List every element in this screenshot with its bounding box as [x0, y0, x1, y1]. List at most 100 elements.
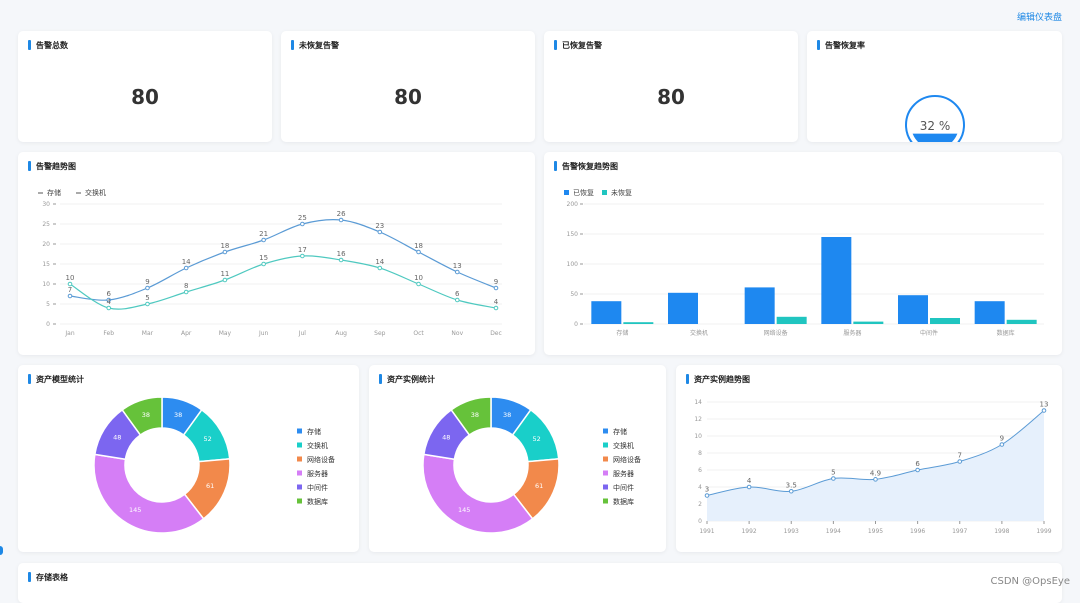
- x-tick-label: Apr: [181, 330, 192, 337]
- x-tick-label: 1991: [699, 528, 714, 535]
- data-label: 3: [705, 486, 709, 494]
- y-tick-label: 8: [698, 450, 702, 457]
- data-point: [339, 258, 343, 262]
- data-label: 23: [375, 222, 384, 230]
- x-tick-label: 服务器: [843, 329, 861, 337]
- legend-label: 交换机: [85, 188, 106, 197]
- edit-dashboard-link[interactable]: 编辑仪表盘: [1017, 10, 1062, 23]
- data-point: [747, 485, 751, 489]
- y-tick-label: 12: [694, 416, 702, 423]
- slice-label: 38: [174, 411, 182, 419]
- legend-swatch: [603, 485, 608, 490]
- x-tick-label: 存储: [616, 329, 628, 337]
- data-point: [455, 298, 459, 302]
- legend-swatch: [297, 499, 302, 504]
- x-tick-label: May: [219, 330, 232, 337]
- legend-swatch: [297, 429, 302, 434]
- bar: [821, 237, 851, 324]
- slice-label: 52: [203, 435, 211, 443]
- slice-label: 38: [471, 411, 479, 419]
- data-point: [494, 306, 498, 310]
- data-label: 4: [494, 298, 499, 306]
- bar: [853, 322, 883, 324]
- legend-swatch: [297, 471, 302, 476]
- x-tick-label: Dec: [490, 330, 502, 337]
- data-point: [705, 494, 709, 498]
- x-tick-label: 交换机: [690, 329, 708, 337]
- data-label: 21: [259, 230, 268, 238]
- y-tick-label: 2: [698, 501, 702, 508]
- y-tick-label: 10: [42, 281, 50, 288]
- x-tick-label: Jun: [258, 330, 269, 337]
- legend-label: 未恢复: [611, 188, 632, 197]
- legend-swatch: [603, 429, 608, 434]
- legend-swatch: [602, 190, 607, 195]
- slice-label: 61: [206, 482, 214, 490]
- data-point: [832, 477, 836, 481]
- data-point: [916, 468, 920, 472]
- y-tick-label: 0: [574, 321, 578, 328]
- data-label: 8: [184, 282, 188, 290]
- card-title: 存储表格: [28, 572, 68, 583]
- series-line: [70, 220, 496, 301]
- y-tick-label: 50: [570, 291, 578, 298]
- data-label: 18: [414, 242, 423, 250]
- legend-swatch: [297, 485, 302, 490]
- data-label: 13: [1040, 401, 1049, 409]
- data-label: 11: [220, 270, 229, 278]
- data-point: [455, 270, 459, 274]
- x-tick-label: 中间件: [920, 329, 938, 337]
- data-point: [146, 302, 150, 306]
- data-point: [223, 278, 227, 282]
- x-tick-label: Jan: [64, 330, 74, 337]
- stat-card-recovery-rate: 告警恢复率 32 %: [807, 31, 1062, 142]
- legend-swatch: [603, 471, 608, 476]
- x-tick-label: Aug: [335, 330, 347, 337]
- legend-label: 服务器: [307, 469, 328, 478]
- x-tick-label: Feb: [103, 330, 114, 337]
- bar: [930, 318, 960, 324]
- data-label: 9: [494, 278, 498, 286]
- y-tick-label: 150: [567, 231, 579, 238]
- y-tick-label: 200: [567, 201, 579, 208]
- legend-label: 数据库: [307, 497, 328, 506]
- x-tick-label: 1992: [741, 528, 756, 535]
- data-label: 10: [66, 274, 75, 282]
- bar: [745, 287, 775, 324]
- x-tick-label: 1993: [784, 528, 799, 535]
- bar: [975, 301, 1005, 324]
- data-label: 7: [68, 286, 72, 294]
- data-label: 4: [106, 298, 111, 306]
- data-point: [262, 238, 266, 242]
- legend-label: 网络设备: [307, 455, 335, 464]
- slice-label: 38: [142, 411, 150, 419]
- data-label: 6: [915, 460, 920, 468]
- data-label: 26: [337, 210, 346, 218]
- data-label: 14: [375, 258, 384, 266]
- data-label: 4: [747, 477, 752, 485]
- slice-label: 48: [113, 434, 121, 442]
- data-point: [184, 266, 188, 270]
- side-handle[interactable]: [0, 546, 3, 555]
- data-point: [107, 306, 111, 310]
- y-tick-label: 20: [42, 241, 50, 248]
- bar: [591, 301, 621, 324]
- gauge-label: 32 %: [920, 119, 951, 133]
- data-label: 25: [298, 214, 307, 222]
- stat-card-total: 告警总数 80: [18, 31, 272, 142]
- data-label: 7: [958, 452, 962, 460]
- card-title: 未恢复告警: [291, 40, 339, 51]
- data-point: [417, 250, 421, 254]
- data-point: [378, 266, 382, 270]
- x-tick-label: 数据库: [997, 329, 1015, 337]
- data-label: 4.9: [870, 469, 881, 477]
- y-tick-label: 0: [698, 518, 702, 525]
- legend-swatch: [603, 457, 608, 462]
- data-point: [68, 294, 72, 298]
- data-label: 6: [106, 290, 111, 298]
